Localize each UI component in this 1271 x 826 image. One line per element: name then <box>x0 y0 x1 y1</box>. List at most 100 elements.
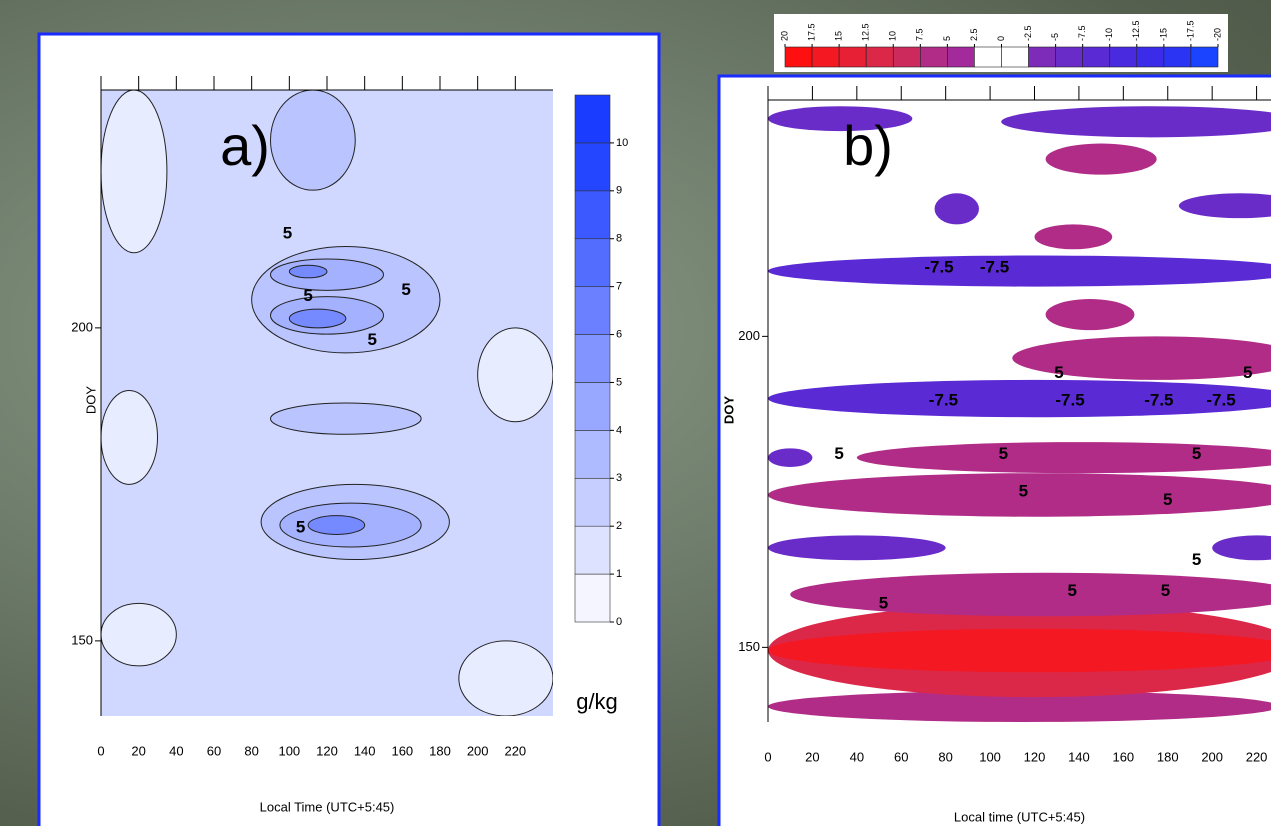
y-tick-label: 150 <box>71 632 93 647</box>
contour-label: -7.5 <box>980 257 1009 276</box>
contour-label: 5 <box>1192 550 1201 569</box>
y-axis-label: DOY <box>721 396 736 425</box>
contour-region <box>1034 224 1113 250</box>
colorbar-tick-label: 20 <box>779 31 789 41</box>
colorbar-tick-label: 10 <box>616 137 628 149</box>
colorbar-box <box>1163 46 1192 68</box>
contour-label: 5 <box>367 330 376 349</box>
colorbar-box <box>784 46 813 68</box>
contour-region <box>768 628 1271 673</box>
colorbar-tick-label: -20 <box>1212 28 1222 41</box>
colorbar-box <box>1190 46 1219 68</box>
x-axis-label: Local time (UTC+5:45) <box>954 809 1085 824</box>
colorbar-tick-label: 7.5 <box>915 28 925 41</box>
contour-region <box>288 264 328 279</box>
x-tick-label: 120 <box>316 743 338 758</box>
x-tick-label: 60 <box>207 743 221 758</box>
colorbar-tick-label: 1 <box>616 568 622 580</box>
colorbar-tick-label: 7 <box>616 281 622 293</box>
x-tick-label: 200 <box>467 743 489 758</box>
contour-region <box>1045 143 1157 175</box>
contour-region <box>768 379 1271 418</box>
contour-label: 5 <box>999 444 1008 463</box>
colorbar-box <box>574 382 611 431</box>
contour-region <box>1178 193 1271 219</box>
contour-region <box>477 327 553 423</box>
colorbar-tick-label: 15 <box>834 31 844 41</box>
x-tick-label: 60 <box>894 749 908 764</box>
colorbar-tick-label: -5 <box>1050 33 1060 41</box>
colorbar-box <box>892 46 921 68</box>
colorbar-box <box>1001 46 1029 68</box>
colorbar-box <box>1028 46 1056 68</box>
x-tick-label: 100 <box>278 743 300 758</box>
colorbar-box <box>838 46 867 68</box>
contour-region <box>288 308 347 329</box>
panel-title: a) <box>220 114 270 177</box>
contour-region <box>101 389 158 485</box>
x-tick-label: 180 <box>1157 749 1179 764</box>
colorbar-box <box>1055 46 1083 68</box>
contour-label: -7.5 <box>1055 391 1084 410</box>
y-tick-label: 200 <box>71 319 93 334</box>
colorbar-box <box>811 46 840 68</box>
contour-region <box>101 602 177 667</box>
colorbar-tick-label: 2.5 <box>969 28 979 41</box>
x-tick-label: 80 <box>244 743 258 758</box>
colorbar-box <box>947 46 975 68</box>
colorbar-tick-label: -7.5 <box>1077 25 1087 41</box>
contour-region <box>768 255 1271 287</box>
x-tick-label: 160 <box>1112 749 1134 764</box>
x-tick-label: 20 <box>131 743 145 758</box>
contour-label: 5 <box>303 286 312 305</box>
x-tick-label: 0 <box>97 743 104 758</box>
x-tick-label: 40 <box>850 749 864 764</box>
x-tick-label: 100 <box>979 749 1001 764</box>
contour-label: -7.5 <box>1144 391 1173 410</box>
contour-label: 5 <box>296 518 305 537</box>
contour-label: 5 <box>1054 363 1063 382</box>
colorbar-tick-label: -15 <box>1158 28 1168 41</box>
colorbar-box <box>1109 46 1138 68</box>
colorbar-tick-label: 0 <box>996 36 1006 41</box>
colorbar-tick-label: 0 <box>616 616 622 628</box>
colorbar-box <box>865 46 894 68</box>
colorbar-box <box>1136 46 1165 68</box>
colorbar-unit: g/kg <box>576 689 618 714</box>
panel-title: b) <box>843 114 893 177</box>
contour-region <box>270 90 356 191</box>
x-tick-label: 200 <box>1201 749 1223 764</box>
contour-label: 5 <box>1068 581 1077 600</box>
contour-label: -7.5 <box>929 391 958 410</box>
contour-region <box>101 90 168 254</box>
colorbar-box <box>574 190 611 240</box>
contour-region <box>307 515 366 535</box>
x-tick-label: 120 <box>1024 749 1046 764</box>
colorbar-box <box>974 46 1002 68</box>
x-axis-label: Local Time (UTC+5:45) <box>260 799 395 814</box>
contour-label: 5 <box>834 444 843 463</box>
colorbar-tick-label: 5 <box>616 376 622 388</box>
contour-region <box>270 402 422 435</box>
colorbar-box <box>1082 46 1111 68</box>
colorbar-tick-label: -10 <box>1104 28 1114 41</box>
contour-region <box>270 258 384 291</box>
x-tick-label: 0 <box>764 749 771 764</box>
contour-label: 5 <box>283 223 292 242</box>
colorbar-box <box>574 430 611 479</box>
colorbar-tick-label: 5 <box>942 36 952 41</box>
contour-region <box>790 572 1271 617</box>
colorbar-box <box>574 573 611 623</box>
y-tick-label: 150 <box>738 639 760 654</box>
x-tick-label: 160 <box>391 743 413 758</box>
x-tick-label: 180 <box>429 743 451 758</box>
contour-region <box>934 193 979 225</box>
x-tick-label: 220 <box>1246 749 1268 764</box>
contour-label: 5 <box>1019 481 1028 500</box>
colorbar-tick-label: 2 <box>616 520 622 532</box>
colorbar-tick-label: 17.5 <box>806 23 816 41</box>
